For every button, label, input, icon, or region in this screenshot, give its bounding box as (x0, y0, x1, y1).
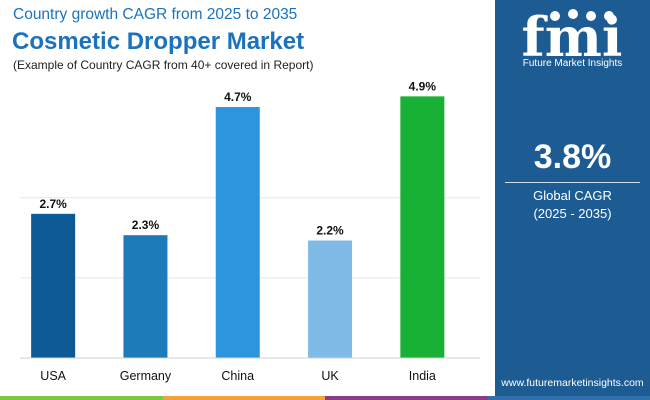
logo-dot-icon (604, 11, 614, 21)
website-link[interactable]: www.futuremarketinsights.com (501, 377, 644, 389)
value-label-india: 4.9% (409, 79, 437, 93)
global-cagr-period: (2025 - 2035) (533, 206, 612, 221)
category-label-india: India (409, 369, 436, 383)
bottom-bar-segment (162, 396, 325, 400)
chart-title: Cosmetic Dropper Market (12, 28, 305, 55)
bottom-bar-segment (325, 396, 488, 400)
value-label-germany: 2.3% (132, 218, 160, 232)
bar-chart: 2.7% 2.3% 4.7% 2.2% 4.9% USA Germany China UK In… (20, 79, 480, 383)
bar-uk (308, 240, 353, 358)
value-labels: 2.7% 2.3% 4.7% 2.2% 4.9% (39, 79, 436, 237)
category-label-china: China (221, 369, 254, 383)
fmi-logo: fmi (522, 5, 623, 69)
value-label-uk: 2.2% (316, 224, 344, 238)
category-labels: USA Germany China UK India (40, 369, 436, 383)
category-label-germany: Germany (120, 369, 172, 383)
chart-subtitle: Country growth CAGR from 2025 to 2035 (13, 6, 298, 23)
chart-note: (Example of Country CAGR from 40+ covere… (13, 58, 314, 72)
value-label-usa: 2.7% (39, 197, 67, 211)
divider (505, 182, 640, 183)
summary-panel: fmi Future Market Insights 3.8% Global C… (495, 0, 650, 400)
chart-header: Country growth CAGR from 2025 to 2035 Co… (0, 0, 495, 90)
bottom-bar-segment (0, 396, 163, 400)
bars (31, 96, 445, 358)
bottom-color-bar (0, 396, 650, 400)
bar-china (215, 107, 260, 358)
bar-usa (31, 213, 76, 358)
bar-germany (123, 235, 168, 358)
global-cagr-label: Global CAGR (533, 188, 612, 203)
logo-dot-icon (568, 9, 578, 19)
category-label-usa: USA (40, 369, 66, 383)
logo-dot-icon (586, 11, 596, 21)
bar-india (400, 96, 445, 358)
logo-dot-icon (550, 11, 560, 21)
brand-name: Future Market Insights (522, 58, 623, 69)
category-label-uk: UK (321, 369, 339, 383)
bottom-bar-segment (487, 396, 650, 400)
global-cagr-value: 3.8% (533, 138, 612, 176)
value-label-china: 4.7% (224, 90, 252, 104)
